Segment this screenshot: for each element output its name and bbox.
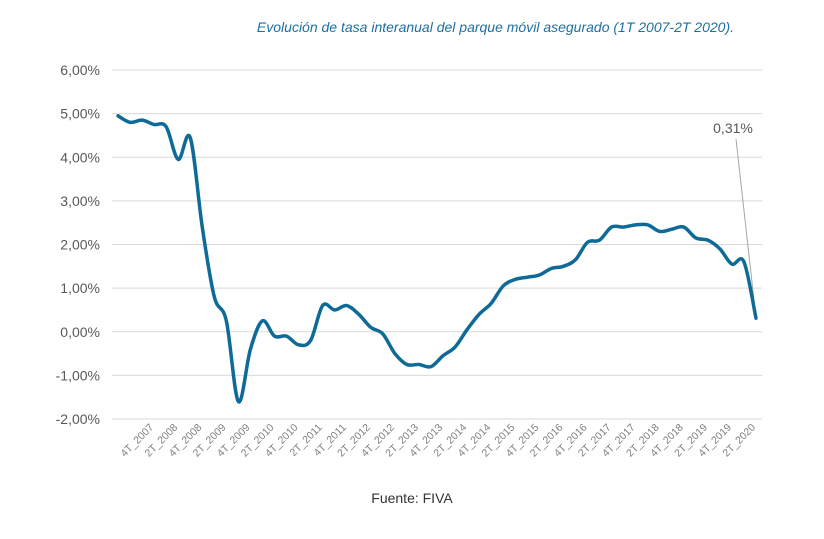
annotation-leader-line	[735, 138, 757, 319]
gridlines	[112, 69, 762, 420]
series-line	[116, 114, 758, 404]
source-note: Fuente: FIVA	[371, 490, 453, 506]
x-axis-tick-labels: 4T_20072T_20084T_20082T_20094T_20092T_20…	[118, 422, 758, 460]
data-point	[188, 136, 192, 140]
data-point	[321, 304, 325, 308]
data-point	[658, 229, 662, 233]
data-point	[333, 308, 337, 312]
data-point	[585, 240, 589, 244]
data-point	[573, 258, 577, 262]
data-point	[140, 118, 144, 122]
data-point	[489, 301, 493, 305]
data-point	[525, 275, 529, 279]
data-point	[369, 325, 373, 329]
y-tick-label: -1,00%	[56, 367, 100, 383]
data-point	[537, 273, 541, 277]
data-point	[417, 362, 421, 366]
data-point	[549, 266, 553, 270]
data-point	[465, 328, 469, 332]
data-point	[429, 365, 433, 369]
data-point	[224, 319, 228, 323]
data-point	[646, 223, 650, 227]
data-point	[670, 227, 674, 231]
data-point	[730, 262, 734, 266]
annotation: 0,31%	[713, 120, 757, 319]
y-tick-label: 5,00%	[60, 106, 100, 122]
data-point	[634, 223, 638, 227]
data-point	[116, 114, 120, 118]
data-point	[441, 354, 445, 358]
data-point	[345, 304, 349, 308]
data-point	[128, 120, 132, 124]
data-point	[200, 225, 204, 229]
series-line-group	[116, 114, 758, 404]
data-point	[598, 238, 602, 242]
y-tick-label: 2,00%	[60, 237, 100, 253]
data-point	[309, 338, 313, 342]
data-point	[357, 312, 361, 316]
data-point	[236, 400, 240, 404]
y-tick-label: 4,00%	[60, 149, 100, 165]
y-tick-label: 6,00%	[60, 62, 100, 78]
data-point	[682, 225, 686, 229]
data-point	[381, 332, 385, 336]
data-point	[453, 345, 457, 349]
data-point	[501, 284, 505, 288]
data-point	[285, 334, 289, 338]
data-point	[176, 157, 180, 161]
annotation-label: 0,31%	[713, 120, 753, 136]
y-tick-label: 3,00%	[60, 193, 100, 209]
data-point	[610, 225, 614, 229]
data-point	[513, 277, 517, 281]
data-point	[260, 319, 264, 323]
data-point	[561, 264, 565, 268]
y-tick-label: 0,00%	[60, 324, 100, 340]
data-point	[152, 123, 156, 127]
data-point	[272, 334, 276, 338]
data-point	[706, 238, 710, 242]
data-point	[405, 362, 409, 366]
data-point	[393, 352, 397, 356]
data-point	[694, 236, 698, 240]
data-point	[477, 312, 481, 316]
data-point	[742, 260, 746, 264]
data-point	[297, 343, 301, 347]
data-point	[718, 247, 722, 251]
y-axis-tick-labels: 6,00% 5,00% 4,00% 3,00% 2,00% 1,00% 0,00% -1,00…	[56, 62, 100, 427]
data-point	[754, 316, 758, 320]
y-tick-label: -2,00%	[56, 411, 100, 427]
data-point	[622, 225, 626, 229]
data-point	[248, 347, 252, 351]
chart-title: Evolución de tasa interanual del parque …	[256, 19, 734, 35]
data-point	[164, 125, 168, 129]
y-tick-label: 1,00%	[60, 280, 100, 296]
data-point	[212, 295, 216, 299]
